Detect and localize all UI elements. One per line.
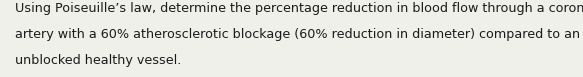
Text: unblocked healthy vessel.: unblocked healthy vessel. [15, 54, 181, 67]
Text: artery with a 60% atherosclerotic blockage (60% reduction in diameter) compared : artery with a 60% atherosclerotic blocka… [15, 28, 580, 41]
Text: Using Poiseuille’s law, determine the percentage reduction in blood flow through: Using Poiseuille’s law, determine the pe… [15, 2, 583, 15]
